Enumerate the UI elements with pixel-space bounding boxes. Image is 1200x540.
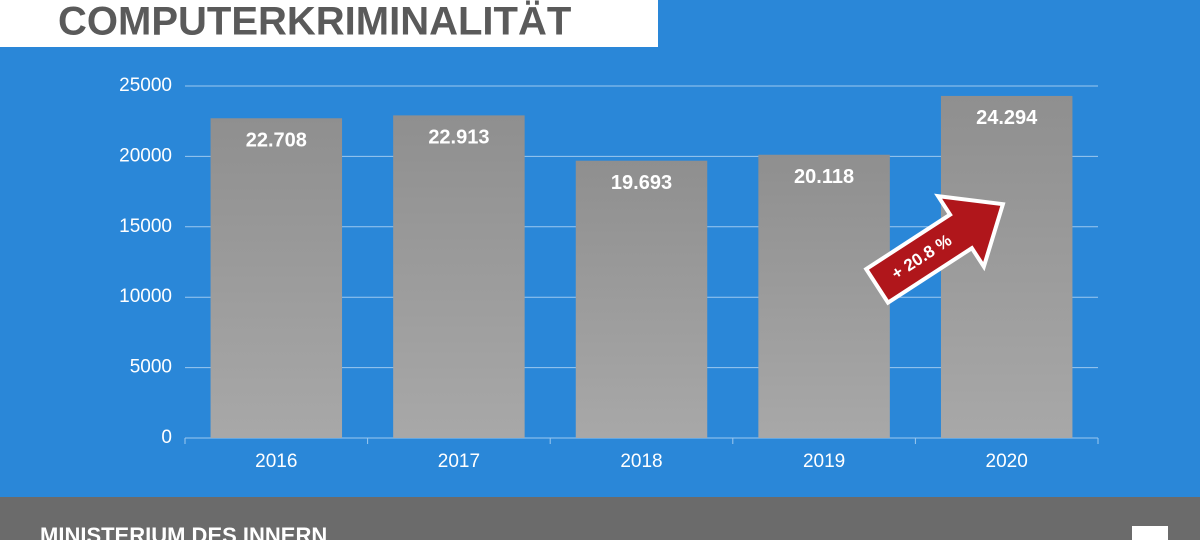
- value-label: 22.913: [428, 127, 489, 149]
- bar: [393, 115, 525, 439]
- x-tick-label: 2017: [438, 451, 480, 472]
- plot-area: 0 5000 10000 15000 20000 25000 2016 22.708 2017 2…: [119, 75, 1099, 472]
- bar: [575, 160, 708, 438]
- y-tick-label: 0: [161, 427, 172, 448]
- bar: [758, 154, 890, 438]
- bar: [210, 118, 343, 438]
- arrow-shape: [863, 193, 1006, 306]
- y-tick-label: 5000: [130, 357, 172, 378]
- value-label: 24.294: [976, 107, 1038, 129]
- title-box: [0, 0, 658, 47]
- footer-bar: [0, 497, 1200, 540]
- value-label: 20.118: [794, 166, 854, 188]
- y-tick-label: 10000: [119, 286, 172, 307]
- x-tick-label: 2020: [986, 451, 1028, 472]
- value-label: 19.693: [611, 172, 672, 194]
- bar: [940, 95, 1073, 438]
- y-tick-label: 25000: [119, 75, 172, 96]
- y-tick-label: 20000: [119, 145, 172, 166]
- x-tick-label: 2016: [255, 451, 297, 472]
- x-tick-label: 2018: [620, 451, 662, 472]
- y-tick-label: 15000: [119, 216, 172, 237]
- footer-text: MINISTERIUM DES INNERN: [40, 523, 327, 540]
- logo: [1132, 526, 1168, 540]
- chart-title: COMPUTERKRIMINALITÄT: [58, 0, 571, 44]
- x-tick-label: 2019: [803, 451, 845, 472]
- value-label: 22.708: [246, 130, 307, 152]
